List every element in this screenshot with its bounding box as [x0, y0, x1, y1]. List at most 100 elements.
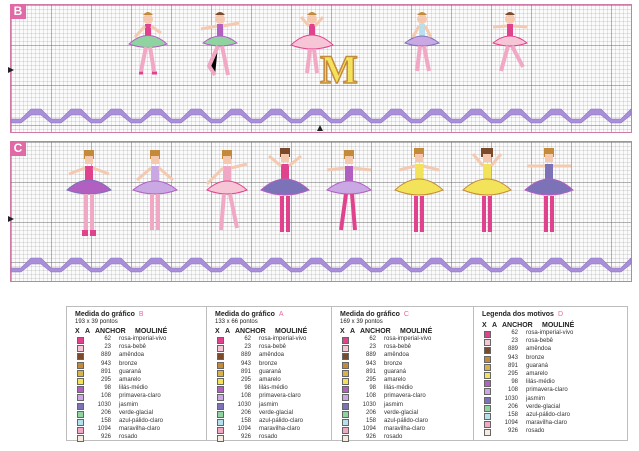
anchor-number: 158 — [100, 417, 111, 424]
ballerina-motif — [128, 12, 168, 75]
thread-swatch — [342, 410, 349, 418]
legend-title: Medida do gráfico B — [75, 311, 144, 318]
wave-border — [10, 108, 632, 124]
legend-header: X A ANCHOR MOULINÉ — [340, 328, 433, 335]
thread-color-name: jasmim — [384, 401, 403, 408]
anchor-number: 108 — [365, 393, 376, 400]
ballerina-motif — [403, 12, 441, 72]
thread-swatch — [342, 386, 349, 394]
thread-swatch — [342, 394, 349, 402]
legend-tag: C — [403, 311, 409, 318]
thread-color-name: amêndoa — [526, 346, 552, 353]
thread-color-name: lilás-médio — [526, 379, 555, 386]
anchor-number: 206 — [507, 403, 518, 410]
panel-letter-c: C — [10, 141, 26, 156]
thread-color-name: maravilha-claro — [526, 420, 568, 427]
thread-color-name: jasmim — [259, 401, 278, 408]
thread-color-name: rosa-bebê — [384, 344, 412, 351]
anchor-number: 62 — [104, 336, 111, 342]
anchor-number: 926 — [365, 434, 376, 441]
anchor-number: 62 — [369, 336, 376, 342]
thread-color-name: rosado — [259, 434, 278, 441]
thread-swatch — [484, 363, 491, 371]
thread-color-name: maravilha-claro — [259, 426, 301, 433]
chart-size: 169 x 39 pontos — [340, 319, 383, 325]
thread-color-name: rosado — [119, 434, 138, 441]
thread-color-name: rosa-bebê — [526, 338, 554, 345]
thread-swatch — [484, 331, 491, 338]
anchor-number: 98 — [369, 385, 376, 392]
thread-legend-d: Legenda dos motivos D X A ANCHOR MOULINÉ 62 r… — [473, 306, 628, 441]
thread-swatch — [217, 345, 224, 353]
anchor-number: 23 — [369, 344, 376, 351]
thread-swatch — [342, 369, 349, 377]
anchor-number: 943 — [240, 360, 251, 367]
thread-color-name: verde-glacial — [259, 409, 294, 416]
thread-swatch — [342, 418, 349, 426]
thread-swatch — [342, 402, 349, 410]
anchor-number: 943 — [507, 354, 518, 361]
center-arrow-bottom-icon — [317, 125, 323, 131]
thread-color-name: amarelo — [119, 376, 141, 383]
anchor-number: 891 — [507, 362, 518, 369]
thread-swatch — [217, 418, 224, 426]
thread-swatch — [77, 345, 84, 353]
thread-swatch — [217, 410, 224, 418]
thread-color-name: primavera-claro — [384, 393, 426, 400]
thread-swatch — [484, 404, 491, 412]
anchor-number: 1094 — [97, 426, 111, 433]
anchor-number: 98 — [511, 379, 518, 386]
thread-swatch — [484, 421, 491, 429]
anchor-number: 891 — [100, 368, 111, 375]
center-arrow-left-icon — [8, 216, 14, 222]
thread-swatch — [77, 418, 84, 426]
thread-swatch — [77, 353, 84, 361]
anchor-number: 1030 — [362, 401, 376, 408]
thread-color-name: guaraná — [384, 368, 407, 375]
ballerina-motif — [394, 148, 444, 232]
anchor-number: 926 — [240, 434, 251, 441]
thread-color-name: bronze — [119, 360, 138, 367]
legend-tag: A — [278, 311, 284, 318]
anchor-number: 926 — [100, 434, 111, 441]
thread-color-name: amêndoa — [384, 352, 410, 359]
thread-swatch — [484, 347, 491, 355]
anchor-number: 295 — [365, 376, 376, 383]
thread-color-name: rosa-imperial-vivo — [384, 336, 432, 342]
ballerina-motif — [66, 150, 112, 236]
thread-color-name: jasmim — [119, 401, 138, 408]
thread-color-name: rosa-imperial-vivo — [119, 336, 167, 342]
thread-color-name: bronze — [526, 354, 545, 361]
anchor-number: 108 — [507, 387, 518, 394]
thread-swatch — [217, 361, 224, 369]
thread-swatch — [217, 377, 224, 385]
anchor-number: 943 — [365, 360, 376, 367]
chart-panel-c: C — [8, 141, 632, 282]
thread-color-name: verde-glacial — [526, 403, 561, 410]
anchor-number: 295 — [100, 376, 111, 383]
anchor-number: 1030 — [237, 401, 251, 408]
thread-swatch — [484, 396, 491, 404]
anchor-number: 158 — [507, 411, 518, 418]
thread-color-name: amarelo — [384, 376, 406, 383]
anchor-number: 889 — [507, 346, 518, 353]
thread-color-name: lilás-médio — [384, 385, 413, 392]
panel-letter-b: B — [10, 4, 26, 19]
thread-color-name: rosado — [526, 428, 545, 435]
anchor-number: 889 — [100, 352, 111, 359]
thread-swatch — [342, 337, 349, 344]
thread-color-name: guaraná — [119, 368, 142, 375]
thread-color-name: lilás-médio — [259, 385, 288, 392]
anchor-number: 206 — [365, 409, 376, 416]
thread-swatch — [484, 388, 491, 396]
anchor-number: 62 — [244, 336, 251, 342]
thread-swatch — [484, 339, 491, 347]
anchor-number: 1094 — [362, 426, 376, 433]
anchor-number: 889 — [365, 352, 376, 359]
anchor-number: 295 — [507, 370, 518, 377]
thread-swatch — [77, 402, 84, 410]
thread-swatch — [77, 361, 84, 369]
anchor-number: 1030 — [504, 395, 518, 402]
anchor-number: 943 — [100, 360, 111, 367]
thread-swatch — [217, 394, 224, 402]
